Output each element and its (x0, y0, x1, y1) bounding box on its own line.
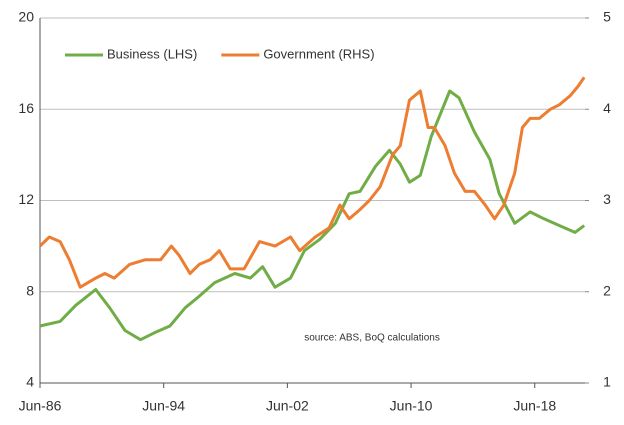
y2-tick-label: 4 (603, 100, 611, 116)
y-tick-label: 20 (18, 9, 34, 25)
y-tick-label: 16 (18, 100, 34, 116)
legend-label: Business (LHS) (107, 46, 197, 61)
x-tick-label: Jun-18 (513, 398, 556, 414)
y2-tick-label: 1 (603, 374, 611, 390)
y2-tick-label: 5 (603, 9, 611, 25)
series-line (39, 89, 586, 342)
x-tick-label: Jun-94 (142, 398, 185, 414)
annotation: source: ABS, BoQ calculations (304, 333, 440, 344)
y2-tick-label: 2 (603, 282, 611, 298)
x-tick-label: Jun-10 (390, 398, 433, 414)
x-tick-label: Jun-02 (266, 398, 309, 414)
y-tick-label: 12 (18, 191, 34, 207)
y2-tick-label: 3 (603, 191, 611, 207)
legend-label: Government (RHS) (263, 46, 374, 61)
series-line (38, 76, 586, 289)
x-tick-label: Jun-86 (19, 398, 62, 414)
y-tick-label: 8 (26, 282, 34, 298)
y-tick-label: 4 (26, 374, 34, 390)
